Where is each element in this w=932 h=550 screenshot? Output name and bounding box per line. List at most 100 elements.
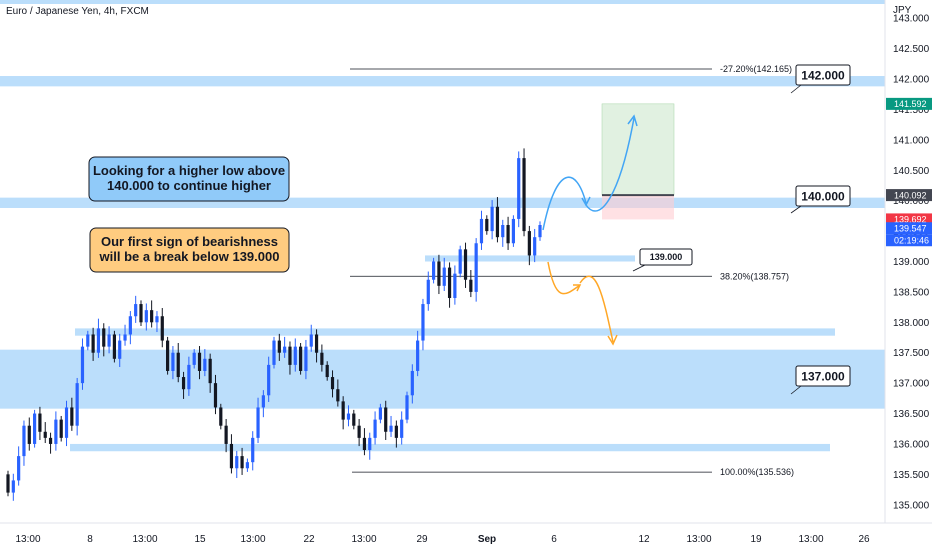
candle-body[interactable] [368, 437, 372, 451]
candle-body[interactable] [171, 352, 175, 371]
candle-body[interactable] [48, 437, 53, 444]
bearish-arrow[interactable] [579, 275, 614, 343]
candle-body[interactable] [187, 364, 191, 390]
support-resistance-zone[interactable] [0, 197, 885, 208]
candle-body[interactable] [533, 237, 537, 256]
candle-body[interactable] [341, 401, 345, 420]
candle-body[interactable] [442, 267, 446, 286]
candle-body[interactable] [224, 425, 228, 444]
candle-body[interactable] [357, 425, 361, 438]
level-callout-box[interactable] [639, 248, 693, 266]
candle-body[interactable] [59, 419, 63, 438]
candle-body[interactable] [112, 334, 116, 359]
candle-body[interactable] [38, 413, 42, 432]
candle-body[interactable] [91, 334, 95, 353]
candle-body[interactable] [501, 225, 505, 238]
bullish-arrow[interactable] [585, 117, 635, 212]
candle-body[interactable] [166, 340, 170, 371]
support-resistance-zone[interactable] [70, 443, 830, 452]
candle-body[interactable] [33, 413, 37, 444]
candle-body[interactable] [330, 377, 335, 390]
candle-body[interactable] [426, 279, 430, 305]
candle-body[interactable] [22, 425, 26, 457]
candle-body[interactable] [506, 225, 510, 244]
candle-body[interactable] [80, 346, 85, 384]
candle-body[interactable] [11, 480, 15, 493]
candle-body[interactable] [283, 346, 287, 353]
candle-body[interactable] [416, 340, 420, 371]
candle-body[interactable] [309, 334, 313, 347]
price-axis[interactable]: 143.000 142.500 142.000 141.500 141.000 140.5… [893, 14, 930, 512]
candle-body[interactable] [538, 225, 542, 238]
candle-body[interactable] [267, 364, 271, 396]
candle-body[interactable] [160, 316, 164, 341]
candle-body[interactable] [458, 249, 462, 274]
candle-body[interactable] [336, 389, 340, 402]
candle-body[interactable] [176, 352, 180, 378]
candle-body[interactable] [261, 395, 265, 408]
support-resistance-zone[interactable] [0, 76, 885, 87]
candle-body[interactable] [245, 462, 249, 469]
candle-body[interactable] [293, 346, 297, 365]
candle-body[interactable] [277, 340, 281, 353]
position-loss-zone[interactable] [602, 195, 674, 220]
candle-body[interactable] [511, 218, 515, 244]
candle-body[interactable] [139, 304, 143, 323]
bearish-arrow[interactable] [547, 261, 581, 295]
candle-body[interactable] [128, 316, 132, 335]
candle-body[interactable] [203, 358, 207, 371]
candle-body[interactable] [256, 407, 260, 438]
candle-body[interactable] [235, 456, 239, 469]
analysis-note[interactable] [89, 227, 290, 273]
candle-body[interactable] [437, 261, 441, 286]
candle-body[interactable] [410, 370, 414, 396]
candle-body[interactable] [123, 334, 127, 341]
candle-body[interactable] [197, 352, 202, 371]
candle-body[interactable] [70, 407, 74, 426]
candle-body[interactable] [155, 316, 159, 323]
level-callout-box[interactable] [795, 185, 851, 207]
bullish-arrow[interactable] [542, 176, 587, 231]
position-profit-zone[interactable] [601, 103, 675, 196]
candle-body[interactable] [527, 231, 531, 256]
candle-body[interactable] [304, 346, 308, 371]
candle-body[interactable] [447, 267, 452, 298]
support-resistance-zone[interactable] [425, 255, 635, 262]
candle-body[interactable] [394, 425, 398, 438]
candle-body[interactable] [17, 456, 21, 481]
candle-body[interactable] [6, 474, 10, 493]
candle-body[interactable] [432, 261, 436, 280]
candle-body[interactable] [299, 346, 303, 371]
candle-body[interactable] [485, 218, 489, 232]
candle-body[interactable] [405, 395, 409, 420]
candle-body[interactable] [96, 328, 101, 353]
candle-body[interactable] [314, 334, 319, 353]
time-axis[interactable]: 13:00 8 13:00 15 13:00 22 13:00 29 Sep 6 12 13:00 19… [15, 534, 870, 545]
candle-body[interactable] [373, 419, 377, 438]
level-callout-box[interactable] [795, 365, 851, 387]
candle-body[interactable] [43, 431, 47, 438]
candle-body[interactable] [352, 413, 356, 426]
candle-body[interactable] [325, 364, 329, 378]
candle-body[interactable] [479, 218, 484, 244]
candle-body[interactable] [320, 352, 324, 365]
candle-body[interactable] [219, 407, 223, 426]
candle-body[interactable] [86, 334, 90, 347]
candle-body[interactable] [192, 352, 196, 365]
candle-body[interactable] [229, 443, 234, 469]
candle-body[interactable] [421, 304, 425, 341]
candle-body[interactable] [469, 279, 473, 292]
candle-body[interactable] [54, 419, 58, 444]
candle-body[interactable] [288, 346, 292, 365]
support-resistance-zone[interactable] [0, 349, 885, 409]
candle-body[interactable] [107, 334, 111, 347]
candle-body[interactable] [150, 310, 154, 323]
candle-body[interactable] [64, 407, 69, 438]
candle-body[interactable] [522, 158, 526, 232]
candle-body[interactable] [384, 407, 388, 432]
candle-body[interactable] [118, 340, 122, 359]
candle-body[interactable] [75, 383, 79, 426]
candle-body[interactable] [400, 419, 404, 438]
candle-body[interactable] [517, 158, 521, 219]
